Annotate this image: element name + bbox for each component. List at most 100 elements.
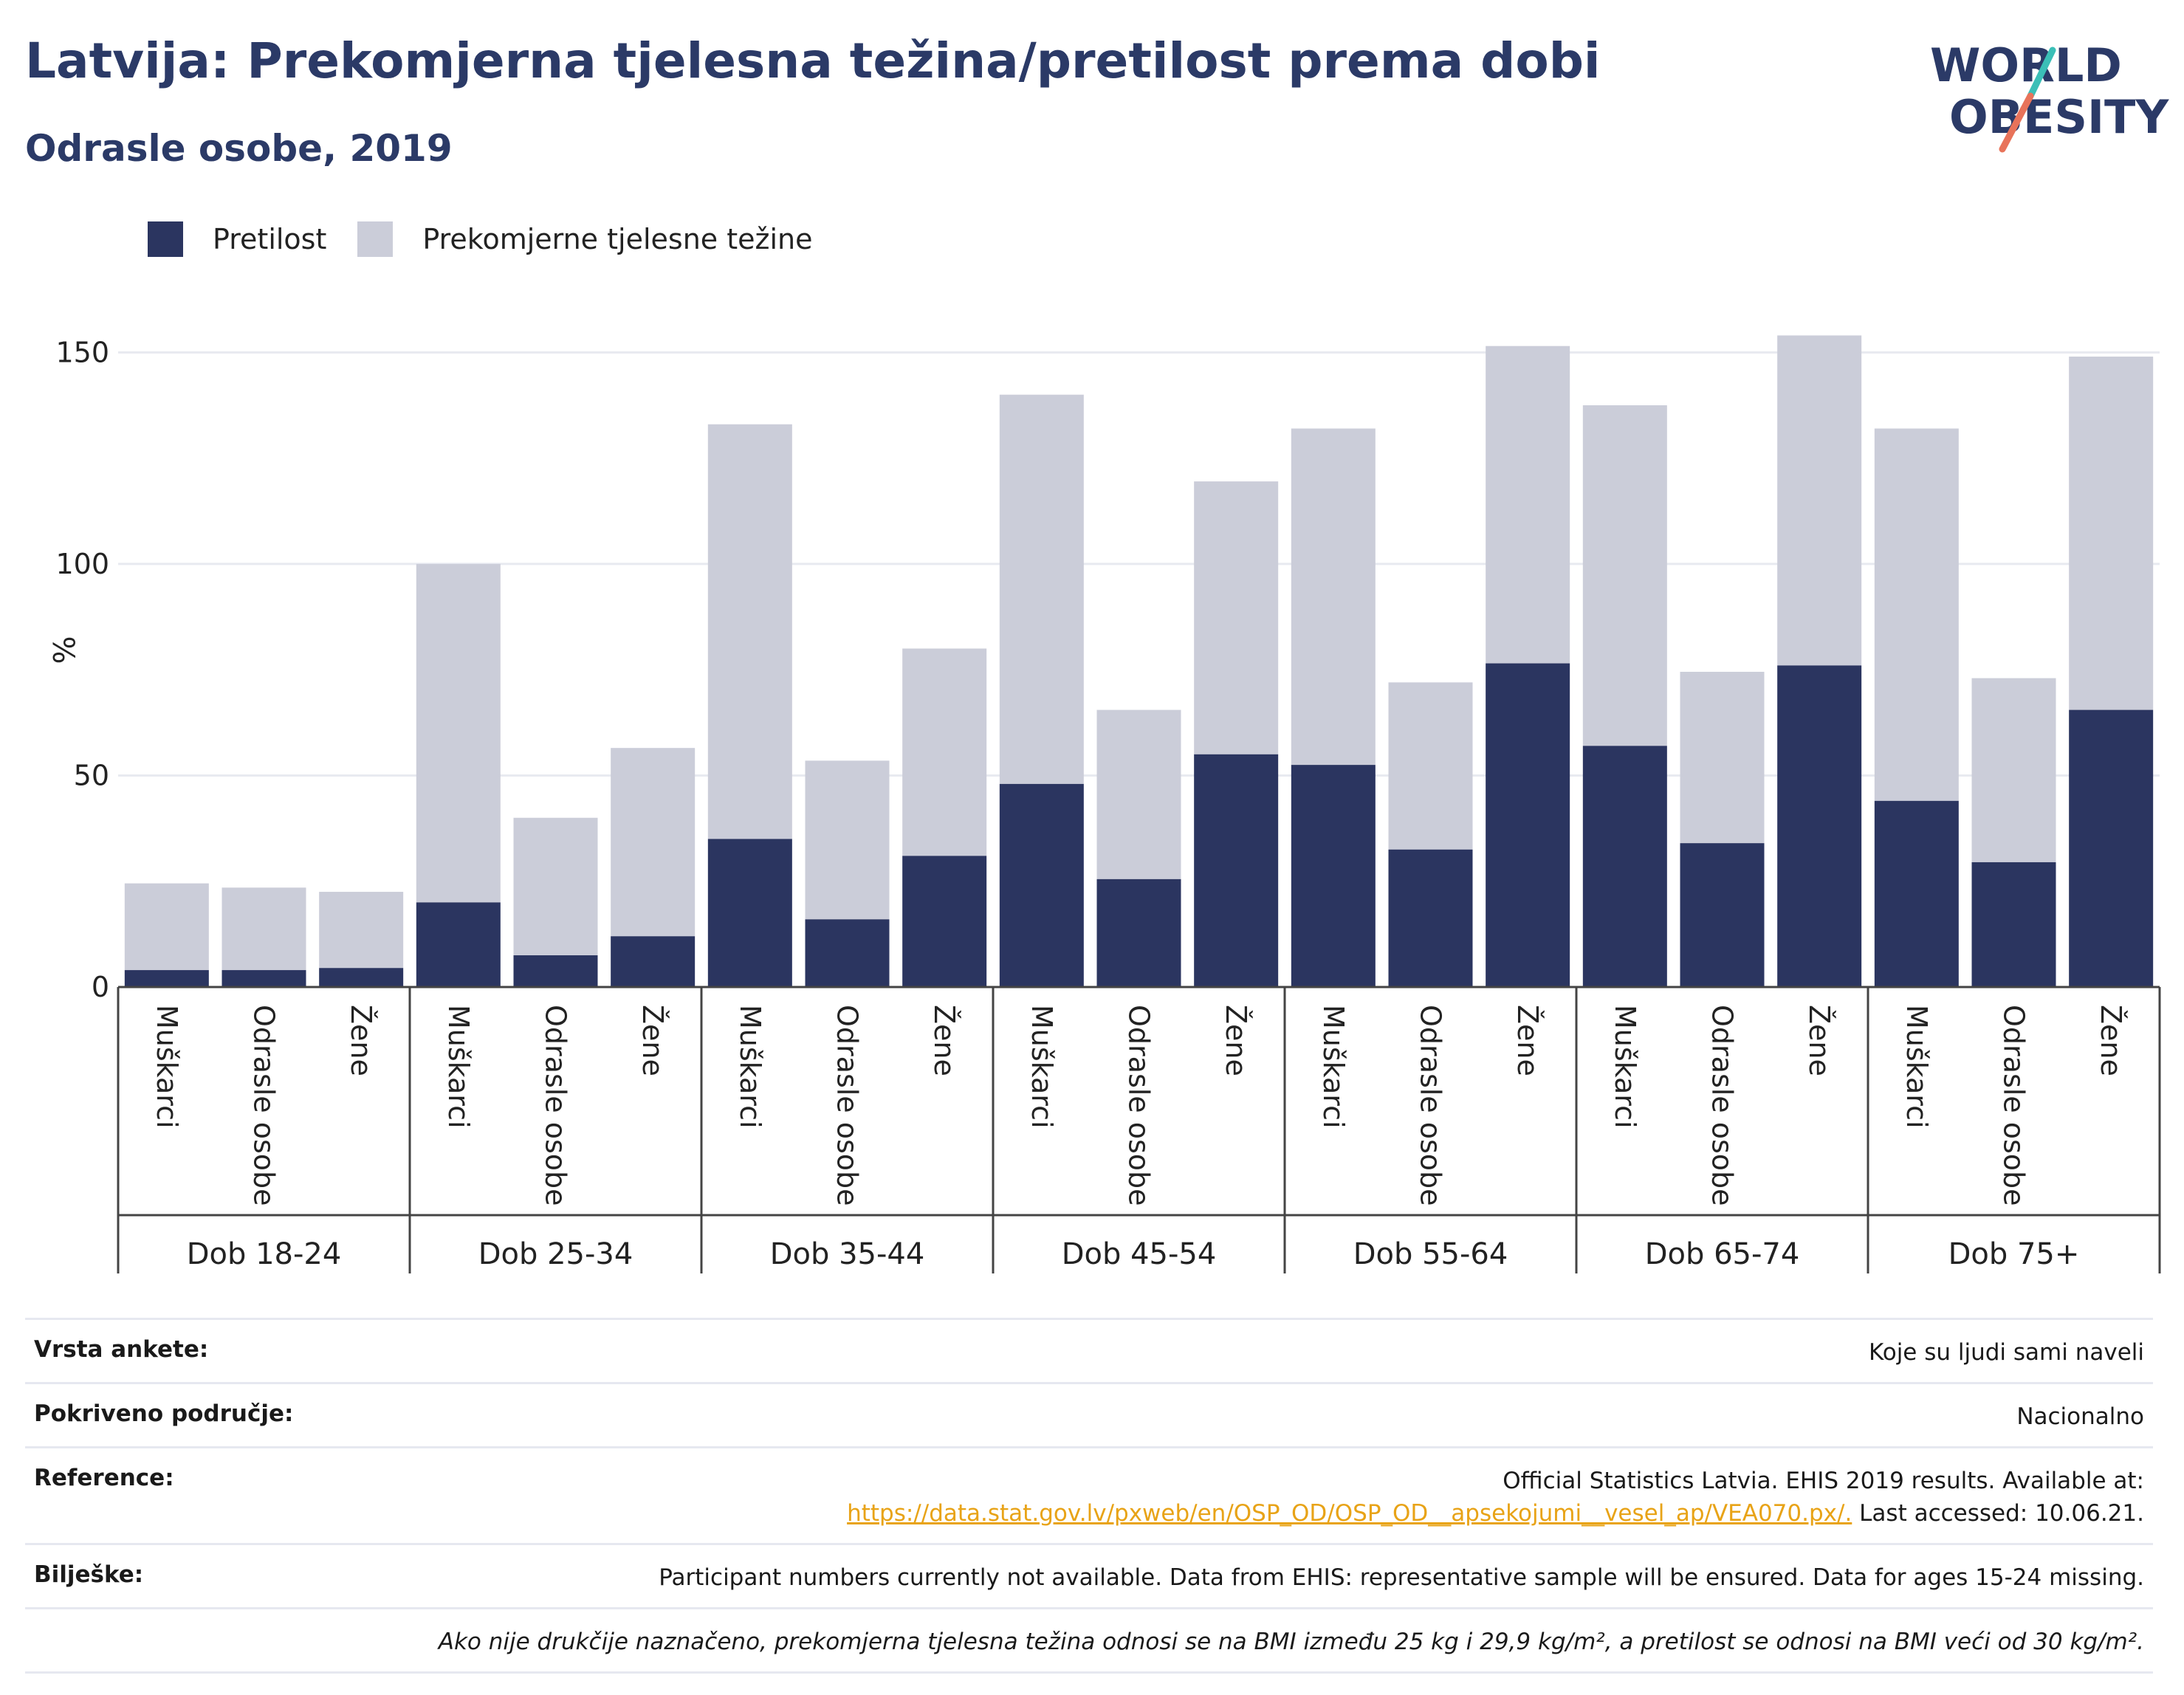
note-value: Koje su ljudi sami naveli: [1868, 1339, 2144, 1366]
bar-obesity: [319, 968, 404, 987]
bar-obesity: [999, 783, 1084, 987]
note-label: Pokriveno područje:: [34, 1400, 294, 1427]
note-value: Ako nije drukčije naznačeno, prekomjerna…: [438, 1629, 2144, 1655]
x-subcategory-label: Muškarci: [442, 1005, 475, 1129]
bar-overweight: [1388, 682, 1473, 850]
logo-line2: OBESITY: [1949, 90, 2169, 144]
note-label: Bilješke:: [34, 1561, 144, 1588]
x-subcategory-label: Žene: [1511, 1005, 1544, 1076]
x-group-label: Dob 25-34: [478, 1237, 633, 1271]
bar-overweight: [319, 892, 404, 969]
bar-obesity: [1096, 879, 1181, 987]
note-row-definition: Ako nije drukčije naznačeno, prekomjerna…: [25, 1607, 2153, 1674]
x-subcategory-label: Žene: [345, 1005, 377, 1076]
bar-overweight: [611, 748, 696, 937]
bar-overweight: [1194, 481, 1279, 754]
bar-overweight: [999, 394, 1084, 784]
bar-overweight: [805, 760, 890, 920]
x-subcategory-label: Odrasle osobe: [248, 1005, 281, 1206]
legend-swatch-overweight: [357, 221, 394, 257]
bar-overweight: [222, 887, 306, 971]
reference-text: Official Statistics Latvia. EHIS 2019 re…: [1503, 1468, 2144, 1494]
bar-obesity: [611, 936, 696, 987]
bar-overweight: [1582, 405, 1667, 746]
bar-overweight: [1096, 709, 1181, 879]
x-subcategory-label: Žene: [928, 1005, 961, 1076]
bar-overweight: [513, 817, 598, 956]
bar-obesity: [1874, 800, 1959, 987]
legend-swatch-obesity: [148, 221, 183, 257]
bar-obesity: [1291, 765, 1376, 987]
bar-obesity: [416, 902, 501, 987]
x-subcategory-label: Odrasle osobe: [540, 1005, 572, 1206]
notes-table: Vrsta ankete: Koje su ljudi sami naveli …: [25, 1318, 2153, 1674]
bar-obesity: [1971, 862, 2056, 987]
bar-obesity: [707, 839, 792, 987]
bar-obesity: [222, 970, 306, 987]
legend-item-obesity[interactable]: Pretilost: [148, 221, 326, 257]
note-row-reference: Reference: Official Statistics Latvia. E…: [25, 1446, 2153, 1543]
bar-obesity: [1388, 849, 1473, 987]
logo-line1: WORLD: [1930, 38, 2122, 92]
x-subcategory-label: Žene: [1803, 1005, 1836, 1076]
bar-overweight: [707, 424, 792, 839]
x-subcategory-label: Odrasle osobe: [1998, 1005, 2030, 1206]
x-subcategory-label: Odrasle osobe: [1706, 1005, 1739, 1206]
x-group-label: Dob 75+: [1948, 1237, 2080, 1271]
x-group-label: Dob 65-74: [1645, 1237, 1800, 1271]
x-subcategory-label: Odrasle osobe: [831, 1005, 864, 1206]
bar-overweight: [1874, 428, 1959, 801]
bar-obesity: [805, 919, 890, 987]
y-tick-label: 100: [55, 548, 109, 580]
bar-overweight: [124, 883, 209, 971]
x-subcategory-label: Muškarci: [1026, 1005, 1058, 1129]
bar-obesity: [1486, 663, 1570, 987]
y-tick-label: 50: [74, 759, 109, 791]
bar-overweight: [902, 648, 987, 856]
logo-slash-teal: [2027, 47, 2056, 100]
note-value: Nacionalno: [2016, 1403, 2144, 1430]
x-group-label: Dob 18-24: [187, 1237, 342, 1271]
bar-chart: 0 50 100 150% Muškarci Odrasle osobe Žene Dob 1…: [46, 335, 2161, 1273]
y-tick-label: 150: [55, 336, 109, 368]
reference-link[interactable]: https://data.stat.gov.lv/pxweb/en/OSP_OD…: [847, 1500, 1852, 1527]
note-label: Vrsta ankete:: [34, 1336, 209, 1363]
bar-obesity: [1680, 843, 1765, 987]
legend-label-obesity: Pretilost: [213, 223, 327, 255]
y-tick-label: 0: [92, 971, 109, 1003]
page-subtitle: Odrasle osobe, 2019: [25, 127, 453, 170]
x-subcategory-label: Odrasle osobe: [1415, 1005, 1447, 1206]
bar-obesity: [1777, 665, 1862, 987]
bar-overweight: [1971, 678, 2056, 862]
x-subcategory-label: Muškarci: [1900, 1005, 1933, 1129]
x-subcategory-label: Odrasle osobe: [1123, 1005, 1155, 1206]
reference-accessed: Last accessed: 10.06.21.: [1852, 1500, 2144, 1527]
x-subcategory-label: Muškarci: [151, 1005, 183, 1129]
bar-overweight: [416, 563, 501, 903]
legend-label-overweight: Prekomjerne tjelesne težine: [422, 223, 813, 255]
bar-obesity: [2069, 709, 2154, 987]
bar-obesity: [1582, 746, 1667, 987]
x-subcategory-label: Muškarci: [1609, 1005, 1641, 1129]
note-label: Reference:: [34, 1465, 174, 1491]
note-value: Official Statistics Latvia. EHIS 2019 re…: [847, 1465, 2144, 1530]
note-row-survey-type: Vrsta ankete: Koje su ljudi sami naveli: [25, 1318, 2153, 1382]
bar-obesity: [1194, 754, 1279, 987]
bar-obesity: [124, 970, 209, 987]
logo-slash-coral: [1999, 92, 2034, 153]
chart-legend: Pretilost Prekomjerne tjelesne težine: [148, 217, 844, 261]
x-subcategory-label: Žene: [636, 1005, 669, 1076]
bar-overweight: [1486, 345, 1570, 664]
x-group-label: Dob 55-64: [1353, 1237, 1508, 1271]
note-row-coverage: Pokriveno područje: Nacionalno: [25, 1382, 2153, 1446]
x-subcategory-label: Žene: [2095, 1005, 2127, 1076]
bar-overweight: [1291, 428, 1376, 766]
note-value: Participant numbers currently not availa…: [659, 1564, 2144, 1591]
x-subcategory-label: Muškarci: [1317, 1005, 1350, 1129]
x-group-label: Dob 45-54: [1062, 1237, 1217, 1271]
bar-overweight: [2069, 357, 2154, 710]
world-obesity-logo: WORLD OBESITY: [1930, 38, 2169, 153]
legend-item-overweight[interactable]: Prekomjerne tjelesne težine: [357, 221, 813, 257]
bar-overweight: [1777, 335, 1862, 666]
note-row-remarks: Bilješke: Participant numbers currently …: [25, 1543, 2153, 1607]
